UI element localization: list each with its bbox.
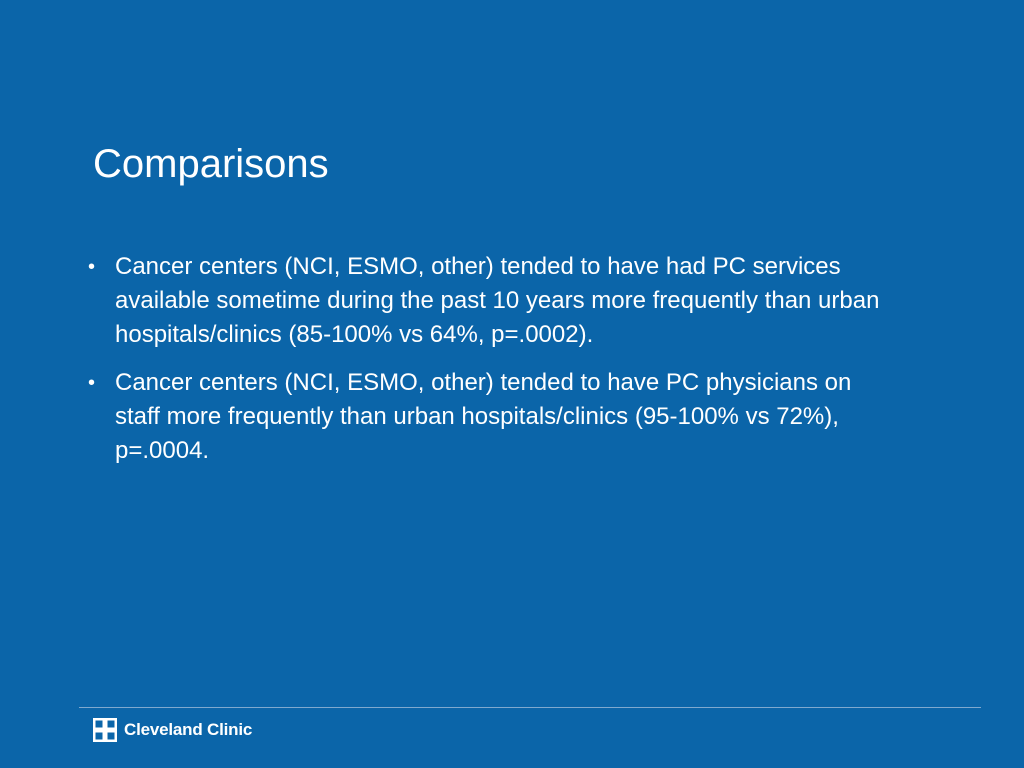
bullet-item: • Cancer centers (NCI, ESMO, other) tend… xyxy=(88,250,888,352)
bullet-marker: • xyxy=(88,256,96,278)
bullet-text: Cancer centers (NCI, ESMO, other) tended… xyxy=(115,253,880,348)
bullet-item: • Cancer centers (NCI, ESMO, other) tend… xyxy=(88,366,888,468)
bullet-text: Cancer centers (NCI, ESMO, other) tended… xyxy=(115,369,852,464)
bullet-list: • Cancer centers (NCI, ESMO, other) tend… xyxy=(88,250,888,482)
cleveland-clinic-logo: Cleveland Clinic xyxy=(93,716,252,744)
slide-title: Comparisons xyxy=(93,142,329,186)
logo-text: Cleveland Clinic xyxy=(124,720,253,739)
bullet-marker: • xyxy=(88,372,96,394)
cleveland-clinic-cross-icon xyxy=(93,718,117,742)
footer-divider xyxy=(79,707,981,708)
